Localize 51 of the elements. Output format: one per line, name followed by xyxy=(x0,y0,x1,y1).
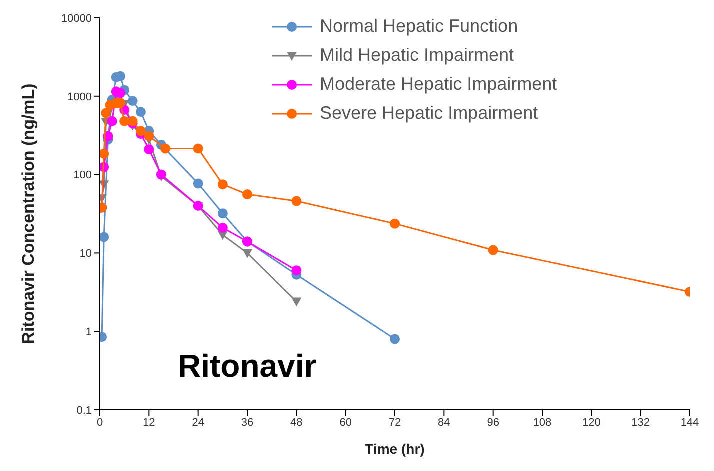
point xyxy=(292,196,302,206)
point xyxy=(390,218,400,229)
legend-label: Normal Hepatic Function xyxy=(320,16,518,37)
y-axis-title: Ritonavir Concentration (ng/mL) xyxy=(19,84,38,344)
y-tick-label: 10000 xyxy=(61,12,92,25)
x-tick-label: 0 xyxy=(96,416,104,429)
point xyxy=(242,249,252,258)
y-tick-label: 1 xyxy=(86,326,92,339)
x-tick-label: 48 xyxy=(290,416,303,429)
x-tick-label: 60 xyxy=(340,416,352,429)
x-tick-label: 108 xyxy=(533,416,552,429)
point xyxy=(156,170,166,180)
x-tick-label: 132 xyxy=(632,416,650,429)
point xyxy=(292,266,302,276)
point xyxy=(144,131,154,142)
x-tick-label: 12 xyxy=(143,416,156,429)
point xyxy=(100,232,110,242)
x-tick-label: 36 xyxy=(241,416,254,429)
point xyxy=(242,190,252,200)
y-tick-label: 10 xyxy=(80,248,92,260)
point xyxy=(193,178,204,189)
point xyxy=(128,116,138,126)
point xyxy=(193,144,204,154)
x-axis-title: Time (hr) xyxy=(365,441,425,457)
point xyxy=(107,116,118,126)
point xyxy=(144,144,154,155)
x-tick-label: 144 xyxy=(680,416,700,429)
point xyxy=(136,107,146,118)
y-tick-label: 100 xyxy=(74,170,92,182)
x-tick-label: 72 xyxy=(388,416,402,429)
x-tick-label: 120 xyxy=(582,416,601,429)
point xyxy=(218,180,228,190)
x-tick-label: 24 xyxy=(192,416,204,429)
y-tick-label: 0.1 xyxy=(76,404,92,417)
point xyxy=(128,96,138,106)
y-tick-label: 1000 xyxy=(68,91,92,104)
point xyxy=(218,208,228,219)
point xyxy=(100,148,110,159)
point xyxy=(120,116,130,126)
point xyxy=(488,245,498,256)
legend-label: Moderate Hepatic Impairment xyxy=(320,74,558,95)
annotation: Ritonavir xyxy=(178,348,317,385)
x-tick-label: 84 xyxy=(438,416,450,429)
point xyxy=(390,334,400,344)
legend-label: Severe Hepatic Impairment xyxy=(320,103,538,124)
point xyxy=(218,222,228,233)
point xyxy=(292,298,302,307)
point xyxy=(160,144,171,154)
point xyxy=(136,126,146,136)
x-tick-label: 96 xyxy=(487,416,500,429)
legend-label: Mild Hepatic Impairment xyxy=(320,45,514,66)
